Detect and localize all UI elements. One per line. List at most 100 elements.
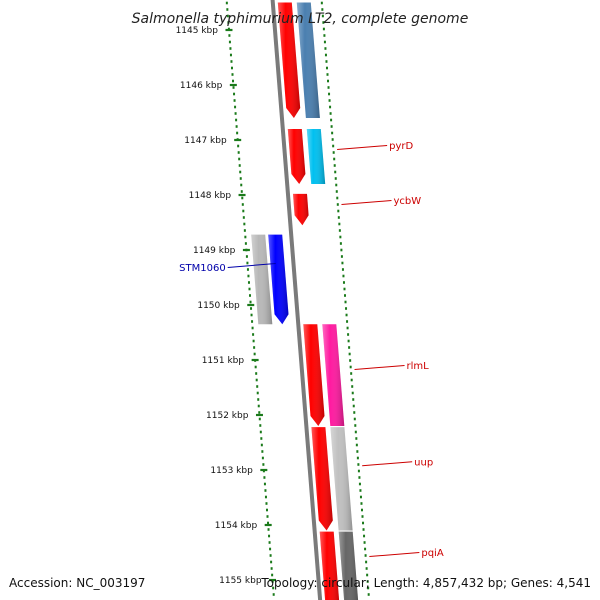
guide-dot-right: [323, 40, 326, 44]
guide-dot-right: [331, 138, 334, 141]
feature-9-forward-outer-track-shading: [322, 324, 345, 426]
guide-dot-right: [354, 430, 357, 434]
guide-dot-left: [253, 346, 256, 349]
feature-8-forward-inner-track-shading: [303, 324, 325, 426]
guide-dot-left: [268, 541, 271, 544]
tick-label-1155: 1155 kbp: [219, 576, 262, 586]
guide-dot-right: [355, 437, 358, 440]
guide-dot-left: [268, 534, 271, 538]
leader-line-ycbW: [341, 200, 392, 205]
guide-dot-left: [252, 339, 255, 343]
guide-dot-right: [345, 307, 348, 310]
feature-4-forward-outer-track-shading: [306, 129, 326, 184]
gene-labels: pyrD ycbW STM1060 rlmL uup pqiA: [179, 141, 444, 559]
tick-label-1152: 1152 kbp: [206, 411, 249, 421]
guide-dot-right: [348, 346, 351, 349]
guide-dot-right: [337, 216, 340, 219]
guide-dot-left: [234, 105, 237, 109]
guide-dot-right: [328, 92, 331, 96]
guide-dot-right: [332, 144, 335, 148]
gene-label-STM1060: STM1060: [179, 263, 226, 274]
guide-dot-right: [325, 66, 328, 70]
guide-dot-right: [367, 593, 370, 596]
guide-dot-right: [342, 281, 345, 284]
guide-dot-left: [229, 53, 232, 57]
guide-dot-right: [327, 86, 330, 89]
guide-dot-right: [329, 105, 332, 109]
guide-dot-right: [341, 261, 344, 265]
tick-label-1154: 1154 kbp: [215, 521, 258, 531]
tick-label-1153: 1153 kbp: [210, 466, 253, 476]
leader-line-STM1060: [227, 263, 276, 268]
guide-dot-right: [356, 456, 359, 460]
guide-dot-right: [330, 125, 333, 128]
feature-10-forward-inner-track-shading: [311, 427, 333, 531]
guide-dot-left: [261, 450, 264, 453]
guide-dot-right: [351, 385, 354, 388]
guide-dot-left: [257, 404, 260, 408]
guide-dot-right: [321, 14, 324, 18]
guide-dot-left: [255, 378, 258, 382]
guide-dot-left: [269, 547, 272, 551]
guide-dot-right: [325, 60, 328, 63]
guide-dot-right: [347, 339, 350, 343]
guide-dot-right: [364, 554, 367, 557]
guide-dot-right: [350, 372, 353, 375]
guide-dot-left: [242, 216, 245, 219]
leader-line-rlmL: [354, 365, 405, 370]
map-title: Salmonella typhimurium LT2, complete gen…: [132, 11, 469, 27]
guide-dot-right: [340, 248, 343, 252]
guide-dot-right: [327, 79, 330, 83]
backbone: [270, 0, 323, 600]
guide-dot-left: [236, 131, 239, 135]
feature-2-forward-outer-track-shading: [296, 2, 320, 118]
guide-dot-right: [349, 359, 352, 362]
guide-dot-right: [353, 417, 356, 421]
guide-dot-right: [339, 235, 342, 239]
guide-dot-right: [362, 521, 365, 525]
guide-dot-left: [263, 482, 266, 486]
guide-dot-left: [265, 508, 268, 512]
guide-dot-left: [270, 560, 273, 564]
guide-dot-left: [240, 190, 243, 193]
guide-dot-right: [363, 541, 366, 544]
guide-dot-left: [257, 398, 260, 401]
guide-dot-right: [334, 177, 337, 180]
guide-dot-right: [333, 157, 336, 161]
guide-dot-left: [240, 183, 243, 187]
guide-dot-left: [258, 417, 261, 421]
tick-label-1151: 1151 kbp: [202, 356, 245, 366]
guide-dot-left: [237, 151, 240, 154]
guide-dot-right: [357, 463, 360, 466]
guide-dot-left: [270, 567, 273, 570]
tick-label-1145: 1145 kbp: [176, 26, 219, 36]
guide-dot-left: [260, 443, 263, 447]
guide-dot-left: [244, 235, 247, 239]
guide-dot-left: [247, 281, 250, 284]
guide-dot-left: [242, 209, 245, 213]
guide-dot-left: [238, 157, 241, 161]
guide-dot-right: [347, 333, 350, 336]
tick-label-1148: 1148 kbp: [189, 191, 232, 201]
guide-dot-right: [366, 580, 369, 583]
guide-dot-left: [241, 196, 244, 200]
guide-dot-right: [344, 300, 347, 304]
guide-dot-left: [226, 8, 229, 11]
guide-dot-right: [320, 1, 323, 5]
guide-dot-right: [332, 151, 335, 154]
feature-13-forward-outer-track-shading: [338, 531, 359, 600]
guide-dot-left: [246, 261, 249, 265]
guide-dot-right: [355, 443, 358, 447]
gene-label-ycbW: ycbW: [393, 196, 421, 207]
guide-dot-right: [337, 209, 340, 213]
guide-dot-left: [262, 463, 265, 466]
feature-track: [251, 2, 359, 600]
guide-dot-left: [230, 60, 233, 63]
feature-12-forward-inner-track-shading: [319, 531, 340, 600]
guide-dot-right: [364, 547, 367, 551]
guide-dot-left: [267, 528, 270, 531]
guide-dot-right: [329, 112, 332, 115]
guide-dot-left: [241, 203, 244, 206]
tick-label-1149: 1149 kbp: [193, 246, 236, 256]
